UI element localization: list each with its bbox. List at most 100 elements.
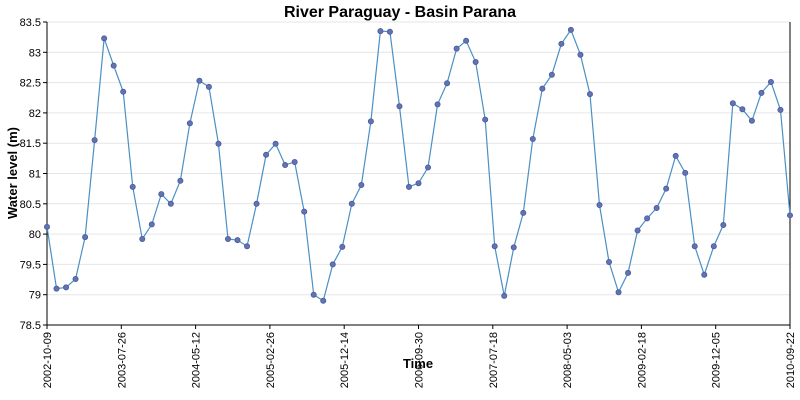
data-point	[177, 177, 184, 184]
data-point	[520, 209, 527, 216]
data-point	[444, 80, 451, 87]
y-tick-label: 79	[29, 290, 41, 302]
data-point	[396, 103, 403, 110]
y-tick-label: 81	[29, 169, 41, 181]
data-point	[348, 200, 355, 207]
data-point	[44, 223, 51, 230]
data-point	[548, 71, 555, 78]
data-point	[472, 58, 479, 65]
data-point	[291, 158, 298, 165]
data-point	[691, 243, 698, 250]
x-tick-label: 2007-07-18	[488, 332, 500, 388]
data-point	[510, 244, 517, 251]
data-point	[110, 62, 117, 69]
data-point	[663, 185, 670, 192]
data-point	[339, 243, 346, 250]
data-point	[606, 258, 613, 265]
data-point	[596, 202, 603, 209]
data-point	[367, 118, 374, 125]
data-point	[710, 243, 717, 250]
data-point	[625, 269, 632, 276]
y-tick-label: 79.5	[20, 259, 41, 271]
y-tick-label: 83.5	[20, 17, 41, 29]
data-point	[729, 100, 736, 107]
data-point	[434, 101, 441, 108]
data-point	[310, 291, 317, 298]
chart-title: River Paraguay - Basin Parana	[284, 4, 516, 21]
data-point	[158, 191, 165, 198]
data-point	[186, 120, 193, 127]
data-point	[386, 28, 393, 35]
grid	[47, 21, 790, 326]
data-point	[101, 35, 108, 42]
data-point	[282, 162, 289, 169]
y-axis-ticks: 78.5 79 79.5 80 80.5 81 81.5 82 82.5 83 83.5	[20, 17, 47, 332]
data-point	[63, 284, 70, 291]
x-tick-label: 2006-09-30	[414, 332, 426, 388]
data-point	[129, 183, 136, 190]
x-tick-label: 2004-05-12	[191, 332, 203, 388]
y-axis-label: Water level (m)	[5, 127, 20, 219]
x-tick-label: 2002-10-09	[42, 332, 54, 388]
y-tick-label: 82.5	[20, 78, 41, 90]
x-tick-label: 2010-09-22	[785, 332, 797, 388]
data-point	[263, 151, 270, 158]
data-point	[82, 234, 89, 241]
data-point	[224, 235, 231, 242]
data-point	[720, 222, 727, 229]
x-tick-label: 2005-02-26	[265, 332, 277, 388]
data-point	[167, 200, 174, 207]
data-point	[329, 261, 336, 268]
data-point	[405, 183, 412, 190]
data-point	[491, 243, 498, 250]
data-point	[253, 200, 260, 207]
data-point	[634, 227, 641, 234]
y-tick-label: 83	[29, 47, 41, 59]
data-point	[644, 215, 651, 222]
series-line	[46, 28, 791, 302]
x-tick-label: 2005-12-14	[339, 332, 351, 388]
x-tick-label: 2009-12-05	[711, 332, 723, 388]
data-point	[787, 212, 794, 219]
data-point	[739, 106, 746, 113]
data-point	[758, 89, 765, 96]
data-point	[215, 140, 222, 147]
data-point	[682, 169, 689, 176]
data-point	[777, 106, 784, 113]
data-point	[234, 237, 241, 244]
data-point	[501, 292, 508, 299]
y-tick-label: 78.5	[20, 320, 41, 332]
data-point	[425, 164, 432, 171]
data-point	[529, 135, 536, 142]
data-point	[91, 137, 98, 144]
data-point	[463, 37, 470, 44]
data-point	[767, 78, 774, 85]
x-axis-ticks: 2002-10-09 2003-07-26 2004-05-12 2005-02-26…	[42, 325, 797, 388]
data-point	[615, 289, 622, 296]
data-point	[672, 152, 679, 159]
data-point	[701, 271, 708, 278]
series-layer	[44, 26, 794, 304]
data-point	[196, 77, 203, 84]
data-point	[244, 243, 251, 250]
data-point	[653, 205, 660, 212]
data-point	[120, 88, 127, 95]
x-tick-label: 2008-05-03	[562, 332, 574, 388]
data-point	[558, 40, 565, 47]
x-axis-label: Time	[403, 356, 433, 371]
data-point	[377, 28, 384, 35]
data-point	[301, 208, 308, 215]
data-point	[205, 83, 212, 90]
y-tick-label: 81.5	[20, 138, 41, 150]
data-point	[272, 140, 279, 147]
data-point	[577, 51, 584, 58]
x-tick-label: 2009-02-18	[636, 332, 648, 388]
data-point	[567, 26, 574, 33]
data-point	[748, 117, 755, 124]
y-tick-label: 80	[29, 229, 41, 241]
data-point	[482, 116, 489, 123]
data-point	[415, 180, 422, 187]
data-point	[586, 91, 593, 98]
data-point	[453, 45, 460, 52]
x-tick-label: 2003-07-26	[116, 332, 128, 388]
